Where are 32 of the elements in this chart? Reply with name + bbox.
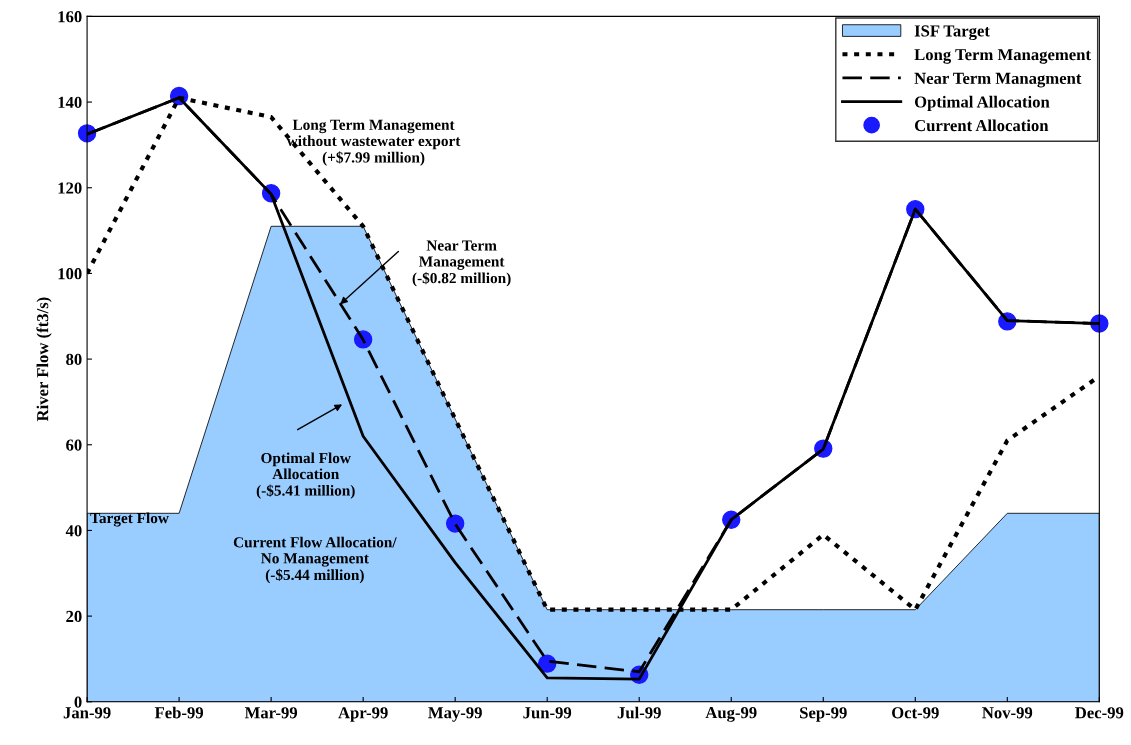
legend-label: ISF Target — [914, 25, 990, 41]
x-tick-label: May-99 — [428, 707, 482, 722]
y-tick-label: 140 — [58, 96, 82, 109]
y-tick-label: 80 — [66, 353, 82, 366]
y-axis-title: River Flow (ft3/s) — [36, 297, 52, 422]
legend-label: Near Term Managment — [914, 72, 1082, 88]
x-tick-label: Apr-99 — [338, 707, 388, 722]
annotation: Near Term Management (-$0.82 million) — [412, 240, 511, 287]
x-tick-label: Sep-99 — [800, 707, 847, 722]
y-tick-label: 20 — [66, 610, 82, 623]
x-tick-label: Jan-99 — [63, 707, 111, 719]
annotation: Long Term Management without wastewater export (+$7.99 million) — [286, 119, 461, 166]
legend-label: Optimal Allocation — [914, 95, 1050, 111]
x-tick-label: Nov-99 — [982, 707, 1033, 719]
x-tick-label: Dec-99 — [1075, 707, 1124, 719]
y-tick-label: 120 — [58, 182, 82, 194]
legend-label: Long Term Management — [914, 49, 1091, 64]
x-tick-label: Jun-99 — [523, 707, 572, 719]
x-tick-label: Jul-99 — [617, 706, 661, 719]
x-tick-label: Feb-99 — [154, 706, 204, 719]
y-tick-label: 160 — [58, 11, 82, 23]
annotation: Optimal Flow Allocation (-$5.41 million) — [256, 452, 355, 499]
legend-label: Current Allocation — [914, 119, 1049, 132]
y-tick-label: 40 — [65, 525, 82, 537]
x-tick-label: Aug-99 — [705, 707, 757, 722]
y-tick-label: 0 — [74, 696, 82, 708]
x-tick-label: Mar-99 — [244, 707, 298, 719]
annotation: Current Flow Allocation/ No Management (-$5.44 million) — [233, 536, 397, 584]
annotation: Target Flow — [90, 512, 169, 527]
y-tick-label: 60 — [66, 439, 82, 451]
y-tick-label: 100 — [58, 268, 82, 280]
x-tick-label: Oct-99 — [892, 707, 939, 719]
